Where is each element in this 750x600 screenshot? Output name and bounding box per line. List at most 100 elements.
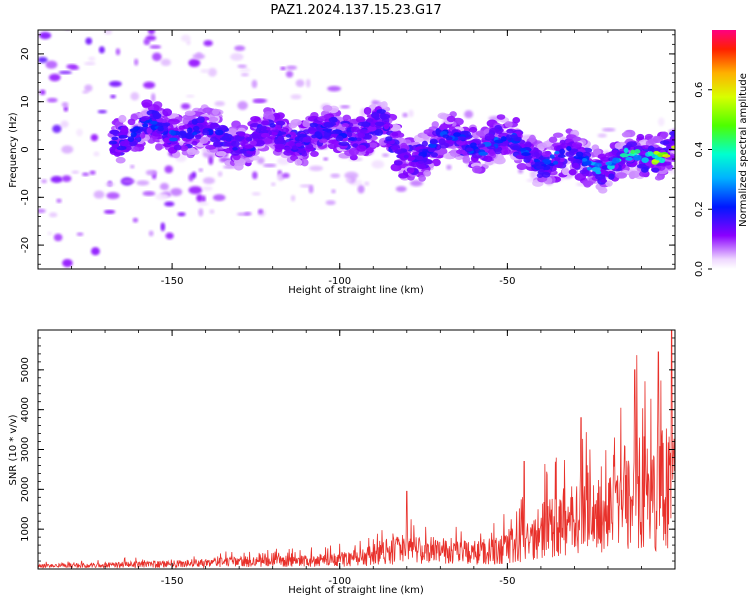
heatmap-cell [199,136,209,144]
heatmap-cell [652,136,663,144]
heatmap-cell [557,154,566,158]
heatmap-cell [489,127,500,133]
heatmap-cell [446,115,456,123]
heatmap-cell [230,140,240,147]
heatmap-cell [251,192,261,196]
heatmap-cell [93,151,100,157]
heatmap-cell [187,149,197,156]
heatmap-cell [41,179,47,184]
heatmap-cell [506,129,514,134]
heatmap-cell [228,145,234,152]
heatmap-cell [196,116,205,124]
heatmap-cell [252,99,266,104]
heatmap-cell [625,156,633,161]
heatmap-cell [379,113,391,120]
heatmap-cell [164,201,175,207]
heatmap-cell [285,70,294,78]
heatmap-cell [500,136,507,142]
heatmap-cell [249,140,257,146]
heatmap-cell [48,212,58,218]
snr-y-label: SNR (10 * v/v) [8,414,19,485]
heatmap-cell [160,58,172,67]
heatmap-cell [605,161,613,166]
heatmap-cell [421,140,428,147]
heatmap-cell [283,150,294,156]
heatmap-cell [84,84,93,92]
heatmap-cell [410,160,420,168]
heatmap-cell [291,145,298,151]
heatmap-cell [598,186,608,194]
heatmap-cell [275,120,286,126]
heatmap-cell [549,154,555,159]
y-tick-label: 5000 [20,357,31,382]
heatmap-cell [170,130,177,136]
heatmap-cell [374,121,384,126]
heatmap-cell [619,153,630,158]
heatmap-cell [554,156,561,162]
heatmap-cell [407,167,415,174]
heatmap-cell [521,152,531,157]
heatmap-cell [309,165,324,172]
heatmap-cell [186,127,193,134]
heatmap-cell [344,171,359,180]
y-tick-label: 2000 [20,477,31,502]
heatmap-cell [302,136,312,143]
heatmap-cell [46,97,58,103]
heatmap-cell [167,118,180,125]
heatmap-cell [290,94,302,100]
heatmap-cell [152,112,162,120]
heatmap-cell [524,141,532,149]
heatmap-cell [536,173,544,178]
heatmap-cell [348,147,360,156]
heatmap-cell [575,151,584,158]
snr-frame [37,329,676,570]
heatmap-cell [85,37,93,45]
heatmap-cell [374,129,384,136]
heatmap-cell [633,154,642,161]
heatmap-y-label: Frequency (Hz) [8,112,19,188]
heatmap-cell [198,208,204,217]
heatmap-cell [323,114,331,120]
heatmap-cell [528,134,536,143]
heatmap-cell [628,170,640,179]
heatmap-cell [288,140,295,147]
heatmap-x-label: Height of straight line (km) [288,285,424,296]
heatmap-cell [418,175,426,182]
heatmap-cell [90,134,99,142]
heatmap-cell [398,172,409,179]
heatmap-cell [334,129,343,134]
heatmap-cell [423,169,432,177]
heatmap-cell [63,106,69,112]
heatmap-cell [671,145,675,149]
heatmap-cell [364,181,370,186]
x-tick-label: -150 [161,576,184,587]
heatmap-cell [215,150,227,157]
heatmap-cell [244,144,254,149]
heatmap-cell [217,171,223,177]
heatmap-cell [119,140,128,147]
heatmap-cell [180,103,191,110]
heatmap-cell [146,127,153,135]
heatmap-cell [571,162,580,169]
heatmap-cell [61,102,69,108]
heatmap-y-ticks: -20 -10 0 10 20 [20,34,675,265]
y-tick-label: 0 [20,146,31,152]
heatmap-cell [357,132,366,139]
heatmap-cell [519,148,527,152]
heatmap-cell [97,109,108,114]
heatmap-cell [470,142,477,148]
heatmap-cell [231,120,241,129]
heatmap-cell [615,172,627,179]
heatmap-cell [345,178,352,183]
heatmap-cell [64,24,72,30]
heatmap-cell [331,189,336,194]
heatmap-cell [191,140,198,146]
heatmap-cell [83,13,93,21]
heatmap-cell [110,94,116,99]
heatmap-cell [140,117,147,122]
heatmap-cell [151,93,156,103]
heatmap-cell [614,142,626,150]
heatmap-cell [212,194,226,202]
snr-x-label: Height of straight line (km) [288,585,424,596]
heatmap-cell [640,166,649,173]
